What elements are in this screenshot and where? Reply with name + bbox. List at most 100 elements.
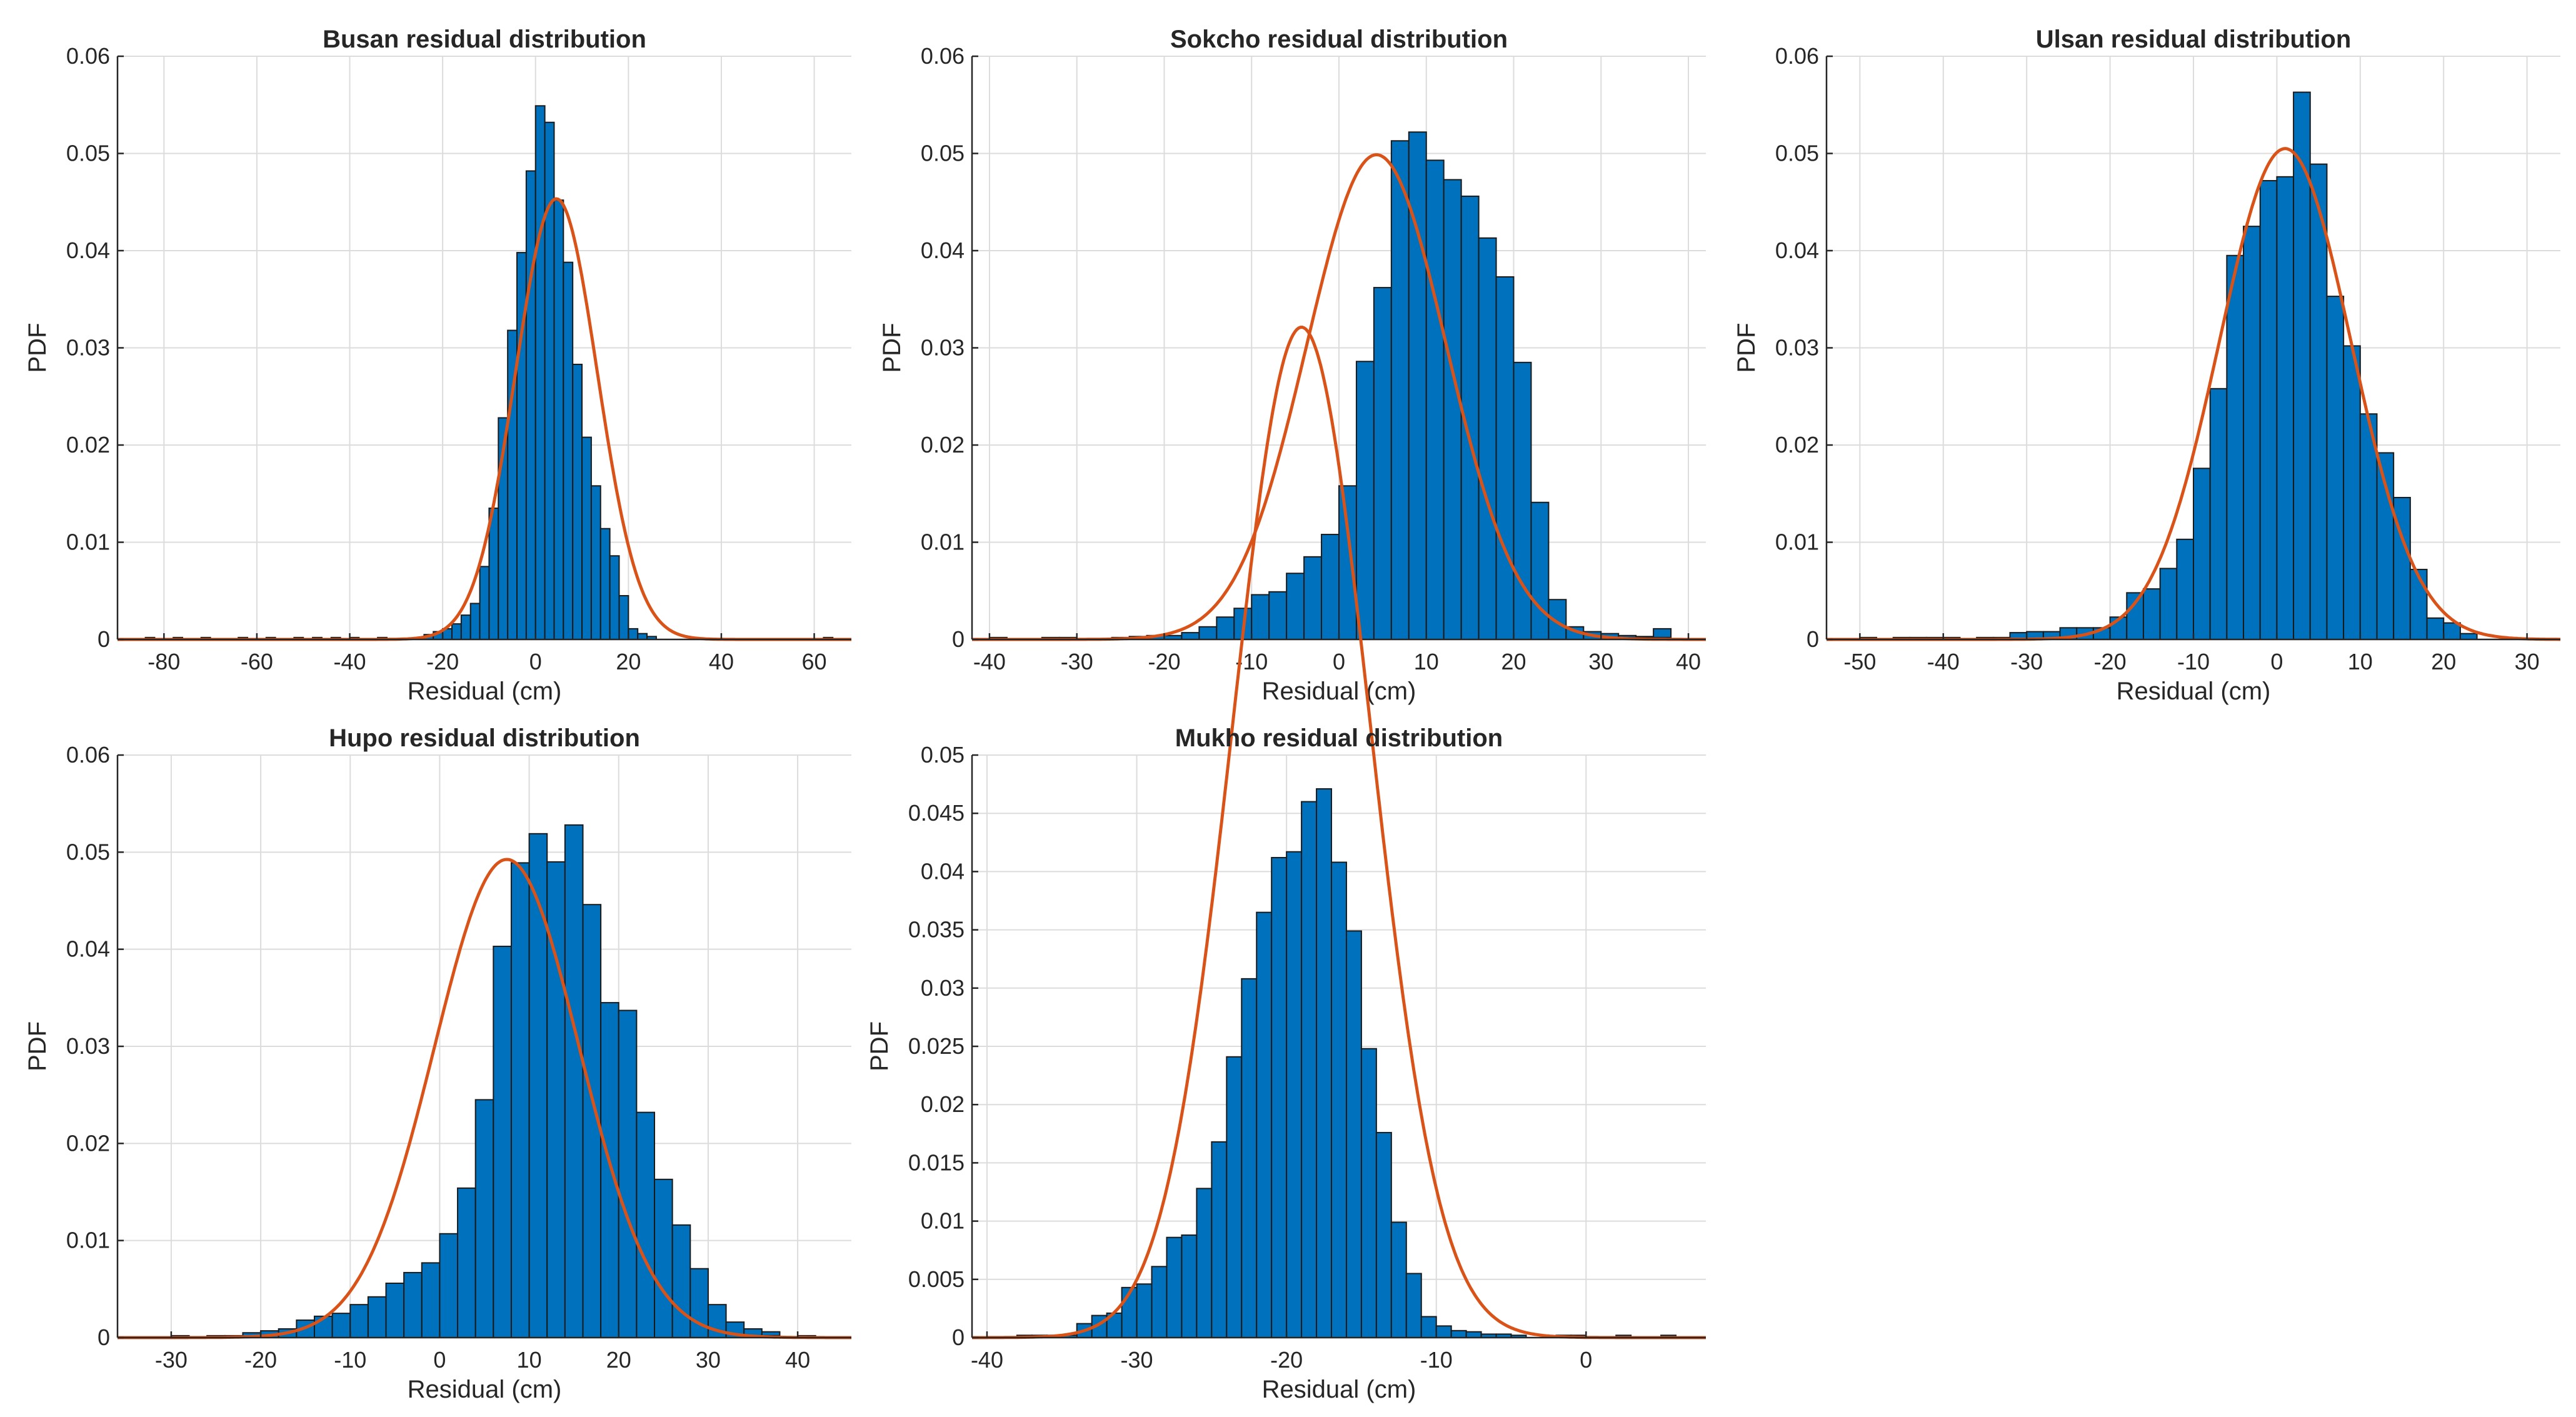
x-tick-label: 10	[2348, 649, 2373, 674]
histogram-bar	[1301, 801, 1318, 1339]
histogram-bar	[385, 1283, 405, 1339]
histogram-bars	[1016, 788, 1677, 1339]
chart-title: Ulsan residual distribution	[2036, 26, 2352, 53]
y-tick-label: 0.05	[1775, 141, 1819, 166]
x-tick-label: -20	[244, 1347, 277, 1373]
x-tick-label: 10	[1414, 649, 1439, 674]
histogram-bar	[618, 595, 629, 641]
histogram-bar	[1136, 1283, 1153, 1339]
y-tick-label: 0.05	[66, 141, 110, 166]
histogram-bar	[1443, 179, 1462, 640]
x-tick-label: 40	[785, 1347, 810, 1373]
histogram-bar	[451, 623, 462, 640]
histogram-bar	[609, 555, 620, 641]
y-tick-label: 0.05	[921, 742, 965, 768]
x-tick-label: -30	[2010, 649, 2043, 674]
histogram-bar	[528, 833, 548, 1338]
histogram-bar	[581, 436, 592, 640]
y-tick-label: 0.03	[66, 1033, 110, 1059]
x-tick-label: -40	[971, 1347, 1003, 1373]
y-tick-label: 0.03	[921, 335, 965, 361]
x-axis-label: Residual (cm)	[1262, 1376, 1416, 1403]
histogram-bar	[600, 1002, 619, 1338]
histogram-bar	[493, 946, 512, 1339]
y-tick-label: 0	[952, 1324, 965, 1350]
histogram-bar	[1271, 857, 1288, 1338]
histogram-bar	[2276, 176, 2295, 640]
histogram-bar	[1355, 361, 1375, 641]
histogram-bar	[2359, 413, 2378, 640]
y-tick-label: 0.045	[908, 800, 965, 826]
y-tick-label: 0.02	[921, 1091, 965, 1117]
x-tick-label: 0	[1333, 649, 1345, 674]
chart-title: Mukho residual distribution	[1175, 724, 1503, 752]
y-axis-label: PDF	[878, 323, 906, 373]
histogram-bar	[1166, 1236, 1183, 1339]
histogram-bar	[636, 1111, 656, 1339]
histogram-bar	[479, 566, 490, 640]
y-tick-label: 0	[1807, 626, 1819, 652]
x-axis-label: Residual (cm)	[2117, 678, 2271, 705]
histogram-bar	[2326, 296, 2345, 640]
y-tick-label: 0.04	[1775, 238, 1819, 263]
y-tick-label: 0	[98, 1324, 110, 1350]
histogram-bar	[1425, 159, 1445, 640]
x-tick-label: -40	[1927, 649, 1960, 674]
histogram-bar	[1465, 1331, 1482, 1338]
x-tick-label: 20	[606, 1347, 631, 1373]
chart-title: Sokcho residual distribution	[1170, 26, 1508, 53]
x-axis-label: Residual (cm)	[1262, 678, 1416, 705]
y-axis-label: PDF	[24, 323, 51, 373]
x-tick-label: -20	[426, 649, 459, 674]
histogram-bar	[1198, 626, 1218, 640]
histogram-bar	[1316, 788, 1333, 1338]
histogram-bar	[510, 862, 530, 1339]
x-axis-label: Residual (cm)	[408, 678, 562, 705]
histogram-bar	[553, 199, 564, 640]
histogram-bar	[1513, 361, 1532, 640]
chart-panel-1: -80 -60 -40 -20 0 20 40 60 0 0.01 0.02 0.03 0.04 0.05…	[24, 26, 851, 705]
y-tick-label: 0.02	[66, 1130, 110, 1156]
x-tick-label: -10	[334, 1347, 366, 1373]
y-tick-label: 0.01	[921, 529, 965, 555]
histogram-bar	[2243, 226, 2261, 640]
histogram-bar	[403, 1271, 423, 1338]
histogram-bar	[457, 1187, 476, 1338]
histogram-bar	[2409, 569, 2428, 640]
histogram-bar	[460, 614, 471, 640]
y-tick-label: 0.015	[908, 1149, 965, 1175]
y-axis-label: PDF	[24, 1021, 51, 1071]
y-tick-label: 0.04	[921, 858, 965, 884]
histogram-bar	[349, 1304, 369, 1339]
y-tick-label: 0.05	[66, 839, 110, 864]
histogram-bar	[2343, 345, 2361, 640]
histogram-bar	[546, 861, 566, 1339]
y-tick-label: 0.05	[921, 141, 965, 166]
x-tick-label: 30	[696, 1347, 721, 1373]
histogram-bar	[654, 1178, 673, 1338]
y-tick-label: 0.01	[66, 529, 110, 555]
y-tick-label: 0.02	[921, 432, 965, 458]
histogram-bar	[421, 1262, 441, 1338]
histogram-bar	[1181, 1234, 1198, 1339]
y-tick-label: 0	[952, 626, 965, 652]
histogram-bar	[1196, 1188, 1213, 1338]
histogram-bar	[534, 105, 546, 640]
x-tick-label: 0	[529, 649, 542, 674]
y-tick-label: 0.005	[908, 1266, 965, 1292]
histogram-bar	[1530, 501, 1550, 640]
histogram-bar	[1181, 632, 1200, 640]
x-tick-label: -50	[1843, 649, 1876, 674]
histogram-bar	[1405, 1273, 1422, 1338]
histogram-bar	[1256, 911, 1273, 1338]
histogram-bar	[1331, 861, 1347, 1339]
x-tick-label: -20	[1148, 649, 1180, 674]
histogram-bar	[1338, 485, 1357, 640]
histogram-bar	[1375, 1131, 1392, 1339]
x-axis-label: Residual (cm)	[408, 1376, 562, 1403]
x-tick-label: -30	[1121, 1347, 1153, 1373]
x-tick-label: 20	[2431, 649, 2456, 674]
histogram-bar	[599, 528, 611, 640]
histogram-bar	[2426, 617, 2445, 640]
